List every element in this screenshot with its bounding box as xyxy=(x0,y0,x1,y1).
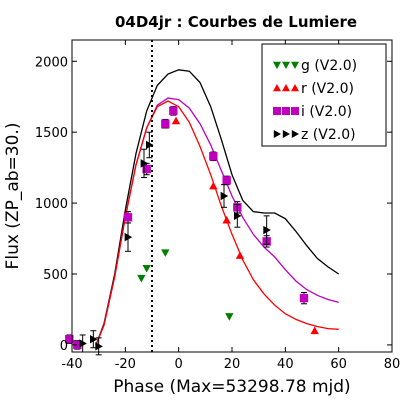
point-i xyxy=(123,213,133,222)
model-curve-r xyxy=(95,100,339,346)
x-axis-ticks: -40 -20 0 20 40 60 80 xyxy=(61,40,400,372)
point-i xyxy=(161,119,170,128)
y-tick-label: 1000 xyxy=(35,197,68,212)
legend-marker-r xyxy=(282,84,290,92)
legend-label-r: r (V2.0) xyxy=(301,81,354,97)
legend: g (V2.0) r (V2.0) i (V2.0) z (V2.0) xyxy=(261,43,387,147)
point-r xyxy=(235,251,245,259)
point-z xyxy=(233,211,242,221)
y-tick-label: 2000 xyxy=(35,55,68,70)
legend-marker-r xyxy=(273,84,281,92)
point-r xyxy=(171,116,181,125)
x-tick-label: 40 xyxy=(277,357,294,372)
data-points xyxy=(65,106,319,356)
point-z xyxy=(89,335,98,344)
x-axis-label: Phase (Max=53298.78 mjd) xyxy=(113,377,350,397)
legend-marker-g xyxy=(282,61,290,69)
x-tick-label: 60 xyxy=(330,357,347,372)
y-tick-label: 500 xyxy=(43,268,68,283)
x-tick-label: 80 xyxy=(384,357,400,372)
point-r xyxy=(222,215,231,224)
legend-marker-z xyxy=(282,130,290,138)
point-z xyxy=(124,232,133,242)
legend-marker-g xyxy=(291,61,299,69)
model-curve-z xyxy=(95,69,340,346)
x-tick-label: -40 xyxy=(61,357,82,372)
point-g xyxy=(142,264,151,273)
point-g xyxy=(137,274,146,283)
point-i xyxy=(209,152,218,161)
y-axis-label: Flux (ZP_ab=30.) xyxy=(3,123,23,270)
point-i xyxy=(142,164,151,174)
y-axis-ticks: 0 500 1000 1500 2000 xyxy=(35,55,392,354)
y-tick-label: 1500 xyxy=(35,126,68,141)
point-z xyxy=(145,140,154,150)
point-z xyxy=(79,339,87,348)
point-z xyxy=(220,191,229,201)
legend-marker-r xyxy=(291,84,299,92)
point-z xyxy=(95,342,103,351)
point-i xyxy=(222,176,231,185)
legend-box xyxy=(261,43,387,147)
legend-label-i: i (V2.0) xyxy=(301,104,352,120)
point-i xyxy=(73,340,82,350)
legend-marker-g xyxy=(273,61,281,69)
point-i xyxy=(299,293,309,303)
legend-marker-z xyxy=(273,130,281,138)
point-g xyxy=(161,249,170,257)
x-tick-label: 0 xyxy=(175,357,183,372)
legend-marker-i xyxy=(273,107,281,115)
legend-marker-i xyxy=(282,107,290,115)
legend-marker-i xyxy=(291,107,299,115)
y-tick-label: 0 xyxy=(60,339,68,354)
point-z xyxy=(263,225,271,235)
legend-label-z: z (V2.0) xyxy=(301,127,356,143)
legend-marker-z xyxy=(291,130,299,138)
chart-title: 04D4jr : Courbes de Lumiere xyxy=(115,13,357,31)
point-r xyxy=(209,181,218,190)
x-tick-label: 20 xyxy=(224,357,241,372)
point-r xyxy=(310,326,319,335)
point-i xyxy=(65,335,74,344)
legend-label-g: g (V2.0) xyxy=(301,58,357,74)
point-z xyxy=(140,159,149,168)
point-i xyxy=(169,106,178,116)
point-g xyxy=(225,313,234,321)
x-tick-label: -20 xyxy=(115,357,136,372)
